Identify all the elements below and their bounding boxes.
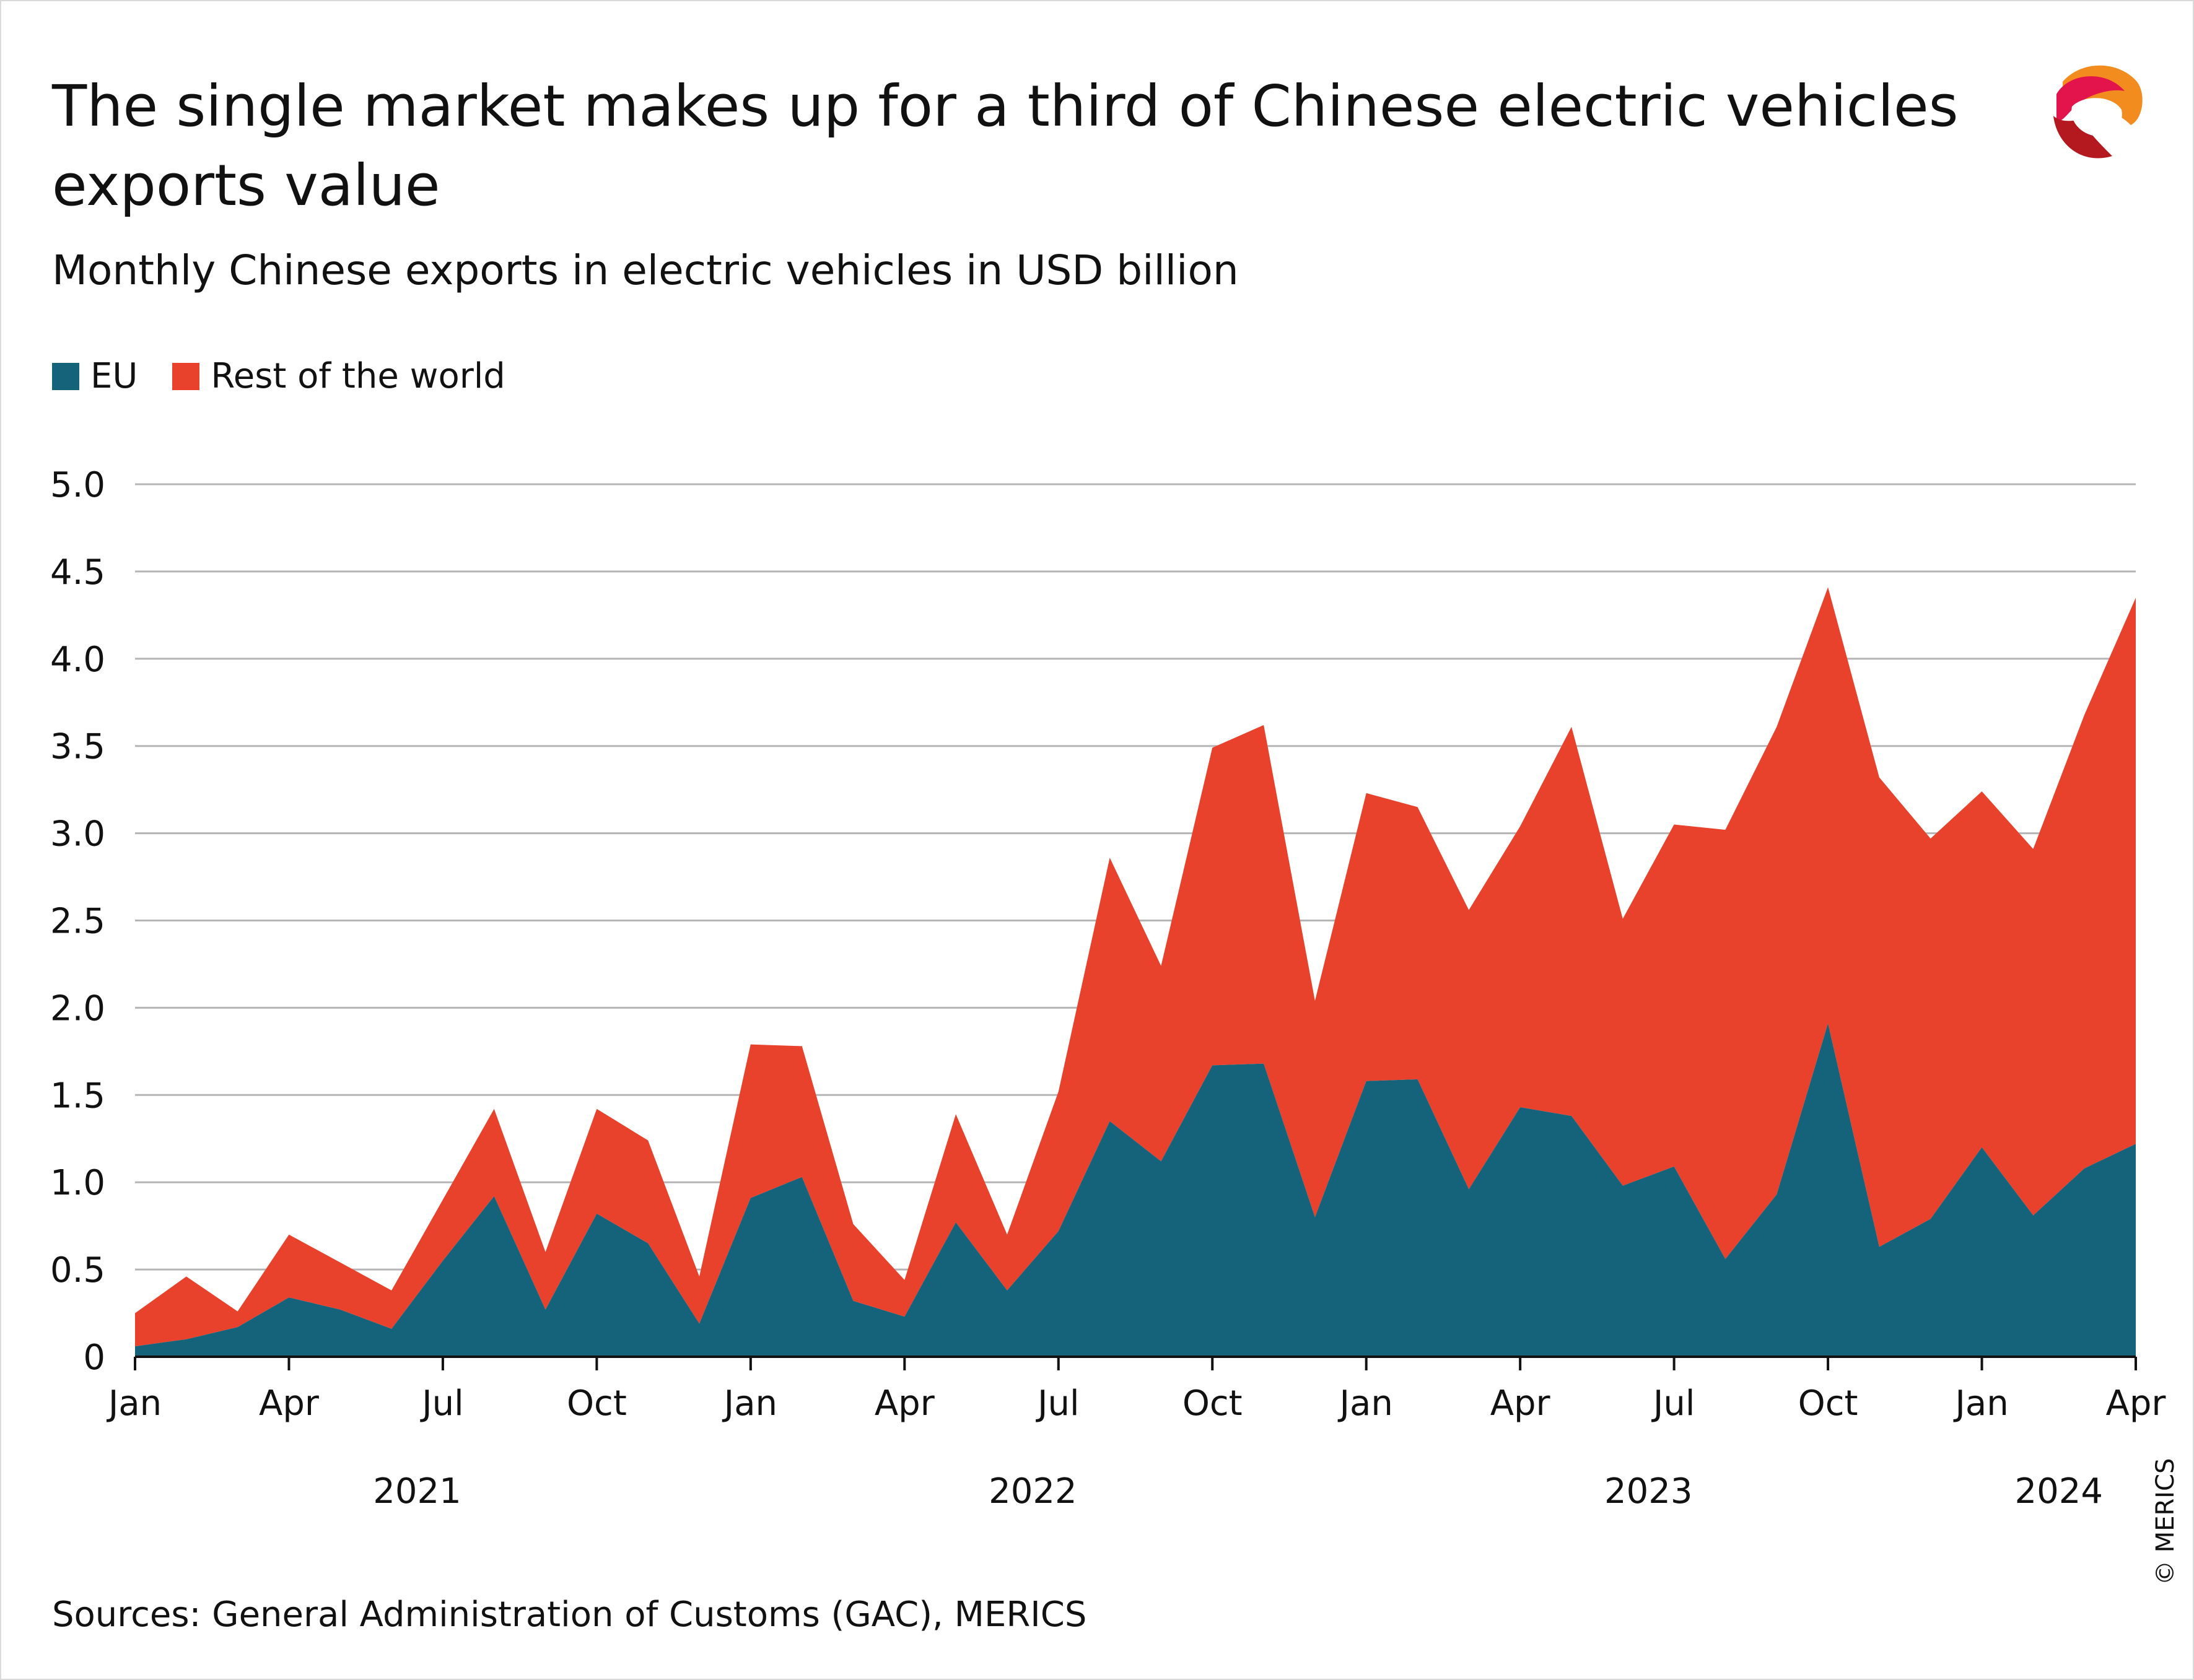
legend-label-rest: Rest of the world [211, 356, 505, 396]
x-tick-label: Oct [1798, 1383, 1858, 1424]
y-tick-label: 4.5 [50, 552, 105, 593]
copyright-note: © MERICS [2151, 1458, 2180, 1585]
x-tick-label: Jul [1651, 1383, 1695, 1424]
y-tick-label: 3.5 [50, 727, 105, 767]
x-year-label: 2023 [1604, 1471, 1693, 1512]
merics-logo-icon [2053, 65, 2143, 159]
chart-title: The single market makes up for a third o… [52, 73, 1959, 219]
x-tick-label: Apr [259, 1383, 320, 1424]
y-tick-label: 1.0 [50, 1163, 105, 1203]
x-tick-label: Jan [107, 1383, 162, 1424]
chart-subtitle: Monthly Chinese exports in electric vehi… [52, 246, 1239, 294]
x-year-label: 2024 [2015, 1471, 2104, 1512]
series-area-eu [135, 1023, 2136, 1357]
legend-label-eu: EU [90, 356, 138, 396]
y-tick-label: 4.0 [50, 640, 105, 680]
x-tick-label: Oct [1182, 1383, 1243, 1424]
series-area-rest-of-world [135, 587, 2136, 1347]
x-year-label: 2021 [373, 1471, 461, 1512]
x-tick-label: Jan [1338, 1383, 1393, 1424]
x-tick-label: Jan [722, 1383, 777, 1424]
y-tick-label: 2.0 [50, 988, 105, 1029]
x-tick-label: Jan [1953, 1383, 2008, 1424]
legend-item-rest: Rest of the world [172, 353, 505, 400]
y-tick-label: 5.0 [50, 465, 105, 505]
x-tick-label: Apr [875, 1383, 935, 1424]
x-tick-label: Apr [1490, 1383, 1551, 1424]
source-note: Sources: General Administration of Custo… [52, 1595, 1087, 1635]
x-year-label: 2022 [989, 1471, 1077, 1512]
x-tick-label: Jul [420, 1383, 464, 1424]
y-tick-label: 1.5 [50, 1076, 105, 1116]
y-tick-label: 0.5 [50, 1250, 105, 1290]
x-tick-label: Oct [567, 1383, 627, 1424]
legend-swatch-eu [52, 363, 79, 390]
legend-item-eu: EU [52, 353, 138, 400]
y-tick-label: 2.5 [50, 902, 105, 942]
x-tick-label: Jul [1036, 1383, 1080, 1424]
legend-swatch-rest [172, 363, 200, 390]
y-tick-label: 3.0 [50, 814, 105, 855]
x-tick-label: Apr [2106, 1383, 2167, 1424]
y-tick-label: 0 [83, 1338, 105, 1378]
chart-legend: EU Rest of the world [52, 353, 540, 400]
